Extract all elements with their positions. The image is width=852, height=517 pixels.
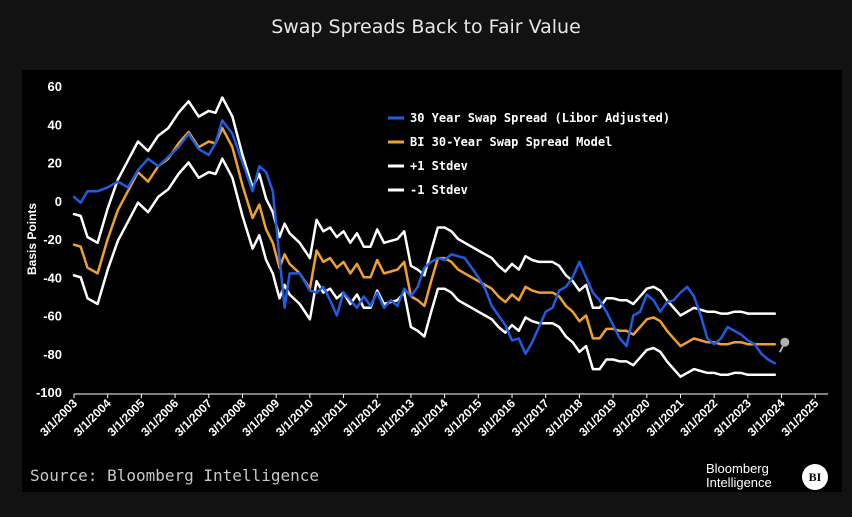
y-tick-label: 60 [48,79,62,94]
y-tick-label: -80 [43,347,62,362]
y-tick-label: -20 [43,232,62,247]
series-line-1 [72,126,777,348]
y-tick-label: -60 [43,309,62,324]
y-axis: 60 40 20 0 -20 -40 -60 -80 -100 [36,79,62,400]
legend: 30 Year Swap Spread (Libor Adjusted) BI 3… [388,111,670,197]
y-tick-label: 20 [48,156,62,171]
end-marker-stem [778,345,784,353]
line-chart: 60 40 20 0 -20 -40 -60 -80 -100 3/1/20033/1/2004… [25,79,828,439]
brand-line-1: Bloomberg [706,461,769,476]
end-marker [780,337,790,347]
x-axis: 3/1/20033/1/20043/1/20053/1/20063/1/2007… [37,393,828,439]
chart-title: Swap Spreads Back to Fair Value [271,16,581,38]
legend-label: 30 Year Swap Spread (Libor Adjusted) [410,111,670,125]
y-axis-label: Basis Points [25,203,39,275]
series-line-3 [72,157,777,378]
x-tick-label: 3/1/2025 [778,396,821,439]
chart-panel: 60 40 20 0 -20 -40 -60 -80 -100 3/1/2003 3/1/2004… [22,70,842,492]
y-tick-label: -100 [36,385,62,400]
series-line-2 [72,96,777,317]
legend-label: -1 Stdev [410,183,468,197]
brand-line-2: Intelligence [706,475,772,490]
y-tick-label: 0 [55,194,62,209]
brand-logo-text: Bloomberg Intelligence [706,462,772,490]
series-line-0 [72,119,777,365]
legend-label: +1 Stdev [410,159,468,173]
legend-label: BI 30-Year Swap Spread Model [410,135,612,149]
y-tick-label: -40 [43,270,62,285]
source-note: Source: Bloomberg Intelligence [30,466,319,485]
y-tick-label: 40 [48,117,62,132]
bi-logo-icon: BI [802,464,828,490]
series-lines [72,96,790,378]
